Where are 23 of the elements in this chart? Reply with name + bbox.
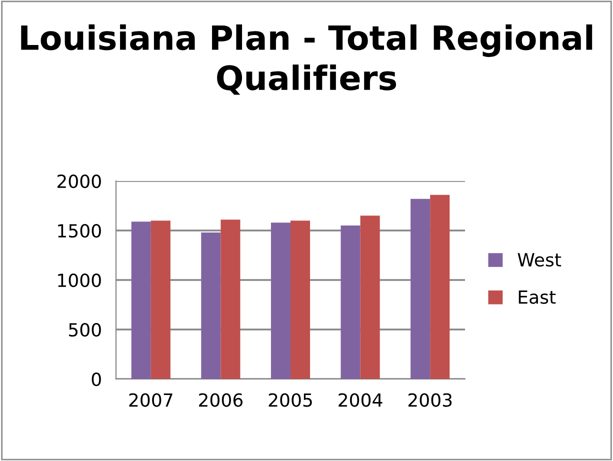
bar [270, 222, 290, 379]
bar [340, 226, 360, 379]
x-tick-label: 2004 [338, 393, 382, 407]
x-tick-label: 2003 [408, 393, 452, 407]
y-tick-label: 0 [92, 372, 101, 386]
legend-label: West [518, 253, 562, 267]
bar [290, 220, 310, 379]
bar [430, 194, 450, 379]
bar [360, 216, 380, 379]
bar [220, 220, 240, 379]
y-tick-label: 1000 [58, 273, 101, 288]
bar [410, 198, 430, 379]
x-tick-label: 2005 [268, 393, 312, 407]
bar [150, 220, 170, 379]
x-tick-label: 2006 [199, 393, 243, 407]
bar [131, 222, 151, 379]
chart-title: Louisiana Plan - Total Regional Qualifiers [21, 24, 592, 95]
x-tick-label: 2007 [129, 393, 172, 407]
bar [201, 232, 221, 379]
y-tick-label: 500 [69, 322, 101, 337]
y-tick-label: 1500 [58, 224, 101, 238]
y-tick-label: 2000 [57, 174, 101, 188]
legend-label: East [518, 290, 556, 304]
